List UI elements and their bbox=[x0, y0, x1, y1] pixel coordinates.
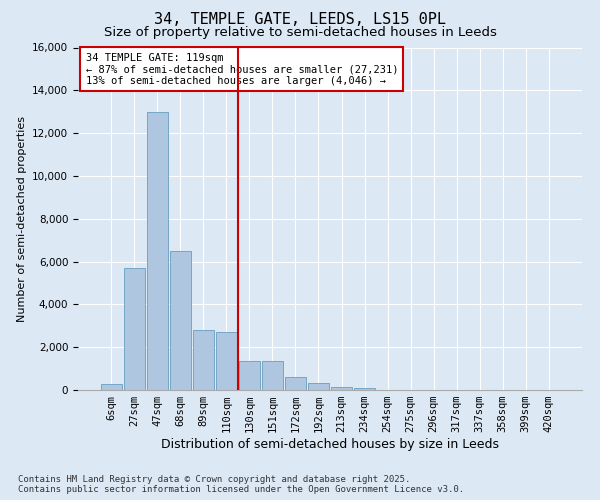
Bar bbox=[285, 377, 306, 390]
Bar bbox=[124, 268, 145, 390]
Bar bbox=[331, 387, 352, 390]
Text: Contains HM Land Registry data © Crown copyright and database right 2025.
Contai: Contains HM Land Registry data © Crown c… bbox=[18, 474, 464, 494]
Bar bbox=[308, 382, 329, 390]
Text: Size of property relative to semi-detached houses in Leeds: Size of property relative to semi-detach… bbox=[104, 26, 496, 39]
Bar bbox=[170, 251, 191, 390]
Bar bbox=[239, 361, 260, 390]
Bar bbox=[216, 332, 237, 390]
Y-axis label: Number of semi-detached properties: Number of semi-detached properties bbox=[17, 116, 26, 322]
Bar bbox=[101, 384, 122, 390]
Text: 34, TEMPLE GATE, LEEDS, LS15 0PL: 34, TEMPLE GATE, LEEDS, LS15 0PL bbox=[154, 12, 446, 28]
Bar bbox=[193, 330, 214, 390]
Bar bbox=[147, 112, 167, 390]
Bar bbox=[262, 361, 283, 390]
Text: 34 TEMPLE GATE: 119sqm
← 87% of semi-detached houses are smaller (27,231)
13% of: 34 TEMPLE GATE: 119sqm ← 87% of semi-det… bbox=[86, 52, 398, 86]
X-axis label: Distribution of semi-detached houses by size in Leeds: Distribution of semi-detached houses by … bbox=[161, 438, 499, 451]
Bar bbox=[354, 388, 375, 390]
